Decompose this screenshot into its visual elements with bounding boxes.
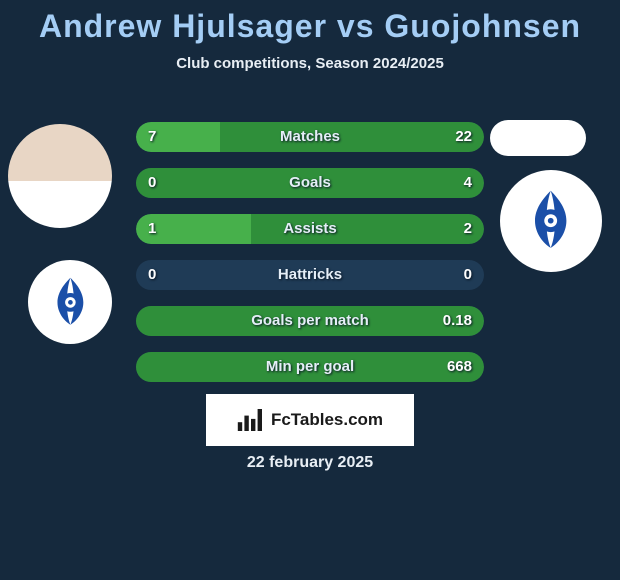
club-right-logo bbox=[500, 170, 602, 272]
chief-head-icon bbox=[515, 185, 586, 256]
chief-head-icon bbox=[41, 273, 100, 332]
stat-label: Assists bbox=[136, 214, 484, 244]
stat-row: 722Matches bbox=[136, 122, 484, 152]
player-left-avatar bbox=[8, 124, 112, 228]
stat-row: 0.18Goals per match bbox=[136, 306, 484, 336]
stat-label: Hattricks bbox=[136, 260, 484, 290]
club-left-logo bbox=[28, 260, 112, 344]
page-title: Andrew Hjulsager vs Guojohnsen bbox=[0, 0, 620, 45]
player-right-avatar bbox=[490, 120, 586, 156]
page-subtitle: Club competitions, Season 2024/2025 bbox=[0, 55, 620, 72]
bar-chart-icon bbox=[237, 409, 265, 431]
stat-label: Min per goal bbox=[136, 352, 484, 382]
stat-label: Goals per match bbox=[136, 306, 484, 336]
stats-container: 722Matches 04Goals 12Assists 00Hattricks 0.1… bbox=[136, 122, 484, 398]
snapshot-date: 22 february 2025 bbox=[0, 454, 620, 472]
stat-row: 668Min per goal bbox=[136, 352, 484, 382]
stat-label: Goals bbox=[136, 168, 484, 198]
stat-row: 12Assists bbox=[136, 214, 484, 244]
stat-label: Matches bbox=[136, 122, 484, 152]
stat-row: 04Goals bbox=[136, 168, 484, 198]
attribution-text: FcTables.com bbox=[271, 410, 383, 430]
attribution-badge: FcTables.com bbox=[206, 394, 414, 446]
stat-row: 00Hattricks bbox=[136, 260, 484, 290]
